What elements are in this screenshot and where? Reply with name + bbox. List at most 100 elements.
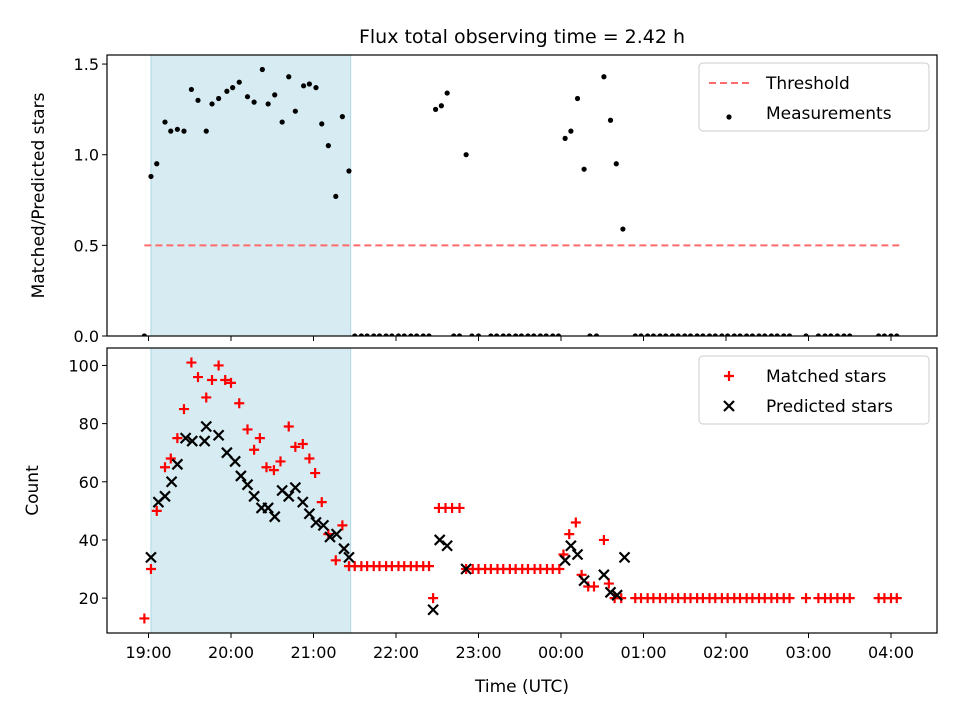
- data-point: [297, 438, 308, 449]
- data-point: [550, 333, 556, 336]
- data-point: [888, 333, 894, 336]
- data-point: [364, 333, 370, 336]
- data-point: [427, 603, 439, 616]
- data-point: [159, 490, 171, 503]
- data-point: [682, 333, 688, 336]
- data-point: [282, 490, 295, 503]
- data-point: [371, 333, 377, 336]
- data-point: [262, 502, 274, 514]
- data-point: [433, 534, 446, 546]
- data-point: [565, 539, 577, 552]
- data-point: [564, 529, 575, 540]
- data-point: [337, 520, 348, 531]
- legend-marker: [724, 371, 734, 381]
- data-point: [313, 85, 319, 91]
- data-point: [574, 95, 581, 102]
- data-point: [343, 551, 355, 564]
- data-point: [316, 497, 327, 508]
- data-point: [571, 548, 584, 561]
- data-point: [261, 462, 272, 473]
- data-point: [518, 333, 524, 336]
- data-point: [562, 135, 568, 141]
- data-point: [330, 555, 341, 566]
- legend-marker: [723, 400, 735, 412]
- data-point: [224, 88, 230, 94]
- x-tick-label: 01:00: [620, 643, 666, 662]
- data-point: [145, 551, 157, 564]
- data-point: [632, 333, 638, 336]
- data-point: [195, 97, 201, 103]
- data-point: [607, 117, 614, 123]
- data-point: [203, 128, 209, 134]
- data-point: [174, 126, 180, 132]
- data-point: [241, 478, 254, 491]
- data-point: [383, 333, 389, 336]
- x-tick-label: 02:00: [703, 643, 749, 662]
- data-point: [611, 589, 623, 601]
- data-point: [844, 593, 855, 604]
- data-point: [259, 66, 265, 73]
- data-point: [292, 108, 298, 114]
- data-point: [543, 333, 549, 336]
- data-point: [847, 333, 853, 336]
- data-point: [151, 505, 162, 516]
- y-tick-label: 0.0: [74, 327, 99, 346]
- x-tick-label: 21:00: [290, 643, 336, 662]
- data-layer: [139, 357, 902, 624]
- y-tick-label: 1.5: [74, 55, 99, 74]
- data-point: [876, 333, 882, 336]
- data-point: [744, 333, 750, 336]
- legend: Threshold Measurements: [698, 62, 930, 132]
- y-axis-label: Count: [23, 465, 43, 516]
- data-point: [841, 333, 847, 336]
- data-point: [650, 333, 656, 336]
- series-measurements: [141, 66, 900, 336]
- data-point: [700, 333, 706, 336]
- data-point: [376, 333, 383, 336]
- data-point: [424, 561, 434, 572]
- data-point: [236, 79, 242, 85]
- data-point: [881, 333, 887, 336]
- data-point: [469, 333, 475, 336]
- data-point: [162, 119, 168, 125]
- legend-label: Matched stars: [766, 367, 886, 387]
- data-point: [657, 333, 663, 336]
- data-point: [306, 81, 312, 87]
- x-tick-label: 22:00: [373, 643, 419, 662]
- data-point: [221, 446, 233, 459]
- y-tick-label: 0.5: [74, 236, 99, 255]
- series-matched-stars: [139, 357, 902, 624]
- data-point: [283, 421, 294, 432]
- data-point: [604, 586, 617, 599]
- data-point: [706, 333, 713, 336]
- data-point: [555, 333, 562, 336]
- data-point: [428, 593, 439, 604]
- data-point: [209, 101, 215, 107]
- data-point: [165, 475, 178, 488]
- data-point: [178, 404, 189, 415]
- data-point: [620, 226, 626, 232]
- x-tick-label: 23:00: [455, 643, 501, 662]
- data-point: [401, 333, 407, 336]
- data-point: [463, 152, 469, 158]
- data-point: [303, 507, 316, 520]
- data-point: [531, 333, 537, 336]
- data-point: [220, 374, 231, 385]
- data-point: [618, 551, 631, 564]
- series-predicted-stars: [145, 420, 631, 616]
- data-point: [310, 468, 321, 479]
- data-point: [207, 374, 218, 385]
- data-point: [319, 121, 325, 127]
- data-point: [801, 593, 812, 604]
- x-axis-label: Time (UTC): [474, 677, 569, 697]
- data-point: [894, 333, 900, 336]
- data-point: [213, 360, 224, 371]
- x-tick-label: 03:00: [785, 643, 831, 662]
- data-point: [289, 481, 302, 494]
- data-point: [244, 94, 251, 100]
- data-point: [145, 564, 156, 575]
- data-point: [230, 85, 236, 91]
- data-point: [578, 574, 590, 587]
- data-point: [325, 143, 331, 149]
- data-point: [339, 114, 345, 120]
